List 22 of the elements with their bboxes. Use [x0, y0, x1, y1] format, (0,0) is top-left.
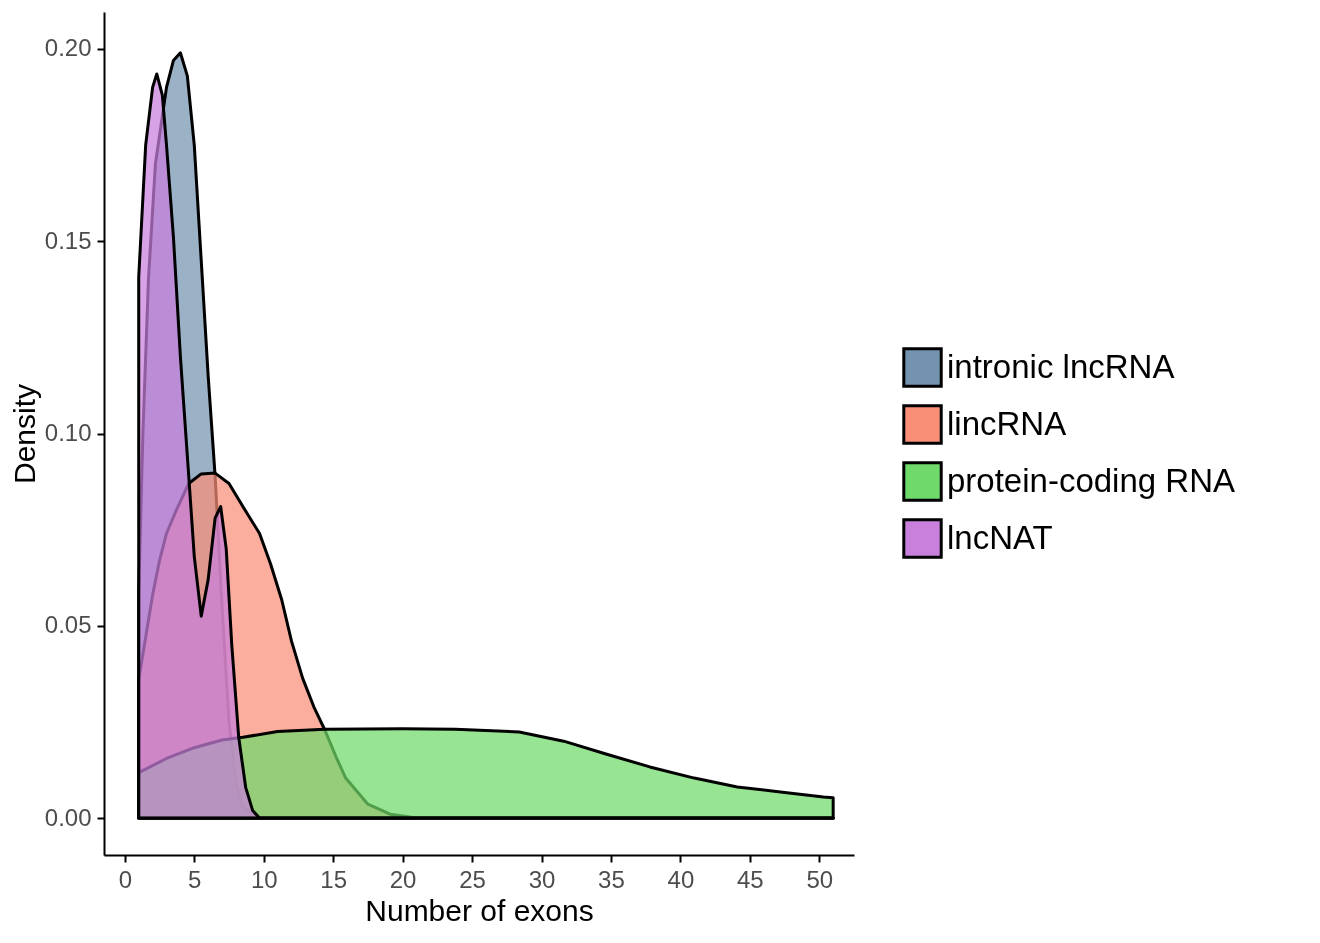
x-tick-label: 50 — [806, 865, 834, 893]
y-tick-label: 0.05 — [44, 611, 92, 639]
x-tick-label: 35 — [598, 865, 625, 893]
y-tick-label: 0.00 — [44, 803, 92, 831]
x-axis-title: Number of exons — [365, 893, 594, 927]
x-tick-label: 10 — [250, 865, 278, 893]
x-tick-label: 15 — [320, 865, 348, 893]
legend-label: lincRNA — [947, 404, 1067, 442]
x-tick-label: 40 — [667, 865, 695, 893]
legend-label: protein-coding RNA — [947, 461, 1235, 499]
y-axis-title: Density — [7, 383, 41, 485]
x-tick-label: 20 — [389, 865, 417, 893]
x-tick-label: 0 — [118, 865, 133, 893]
y-tick-label: 0.20 — [44, 34, 92, 62]
x-tick-label: 30 — [528, 865, 556, 893]
x-tick-label: 25 — [459, 865, 486, 893]
x-tick-label: 45 — [736, 865, 764, 893]
y-tick-label: 0.10 — [44, 419, 92, 446]
legend-label: intronic lncRNA — [947, 347, 1175, 385]
legend-label: lncNAT — [947, 518, 1053, 556]
x-tick-label: 5 — [188, 865, 202, 893]
y-tick-label: 0.15 — [44, 226, 92, 254]
